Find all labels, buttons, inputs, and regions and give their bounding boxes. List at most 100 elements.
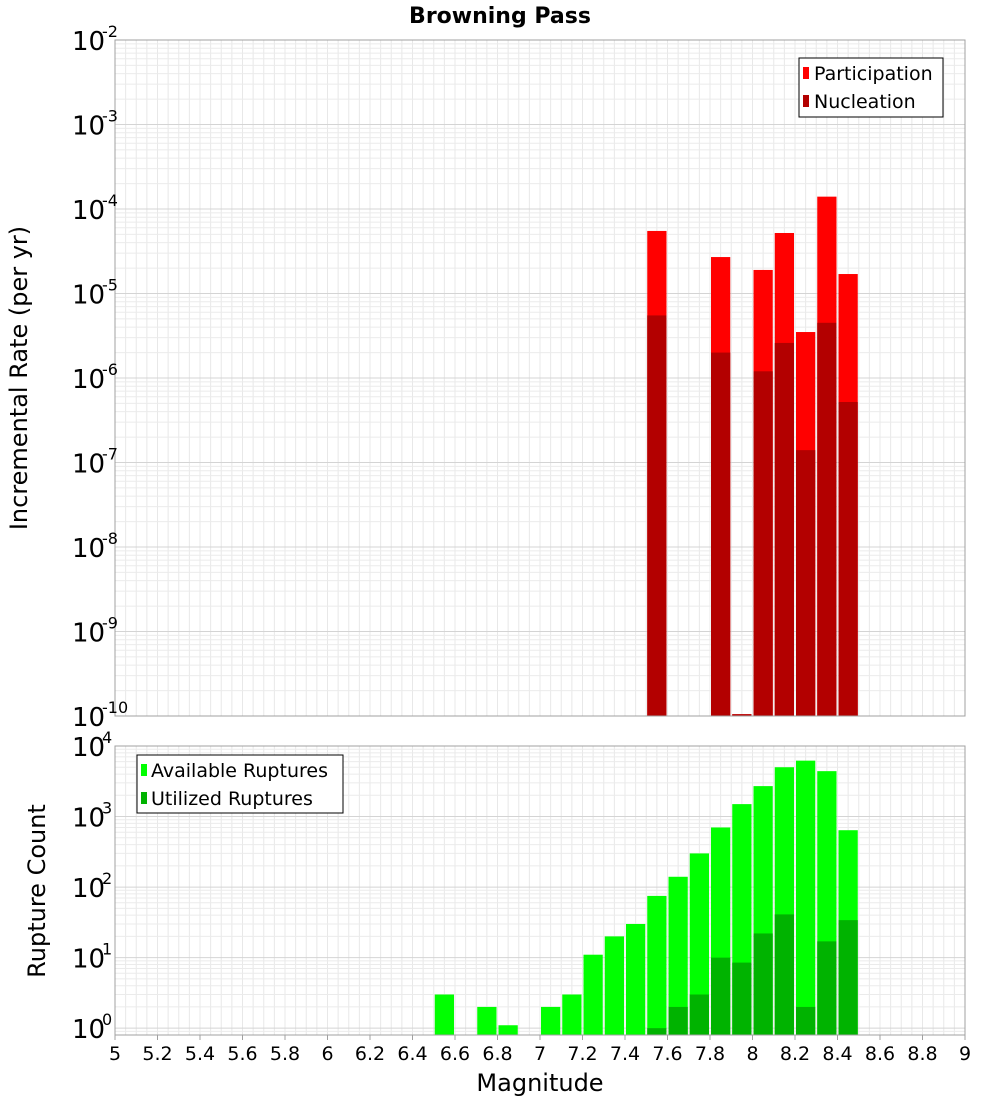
rate-legend: Participation Nucleation xyxy=(798,57,944,118)
rate-y-tick: 10-10 xyxy=(72,698,128,733)
rate-y-tick-exponent: -7 xyxy=(102,445,118,464)
x-tick-label: 7.4 xyxy=(610,1043,640,1065)
participation-legend-label: Participation xyxy=(814,63,933,85)
x-ticks: 5 5.2 5.4 5.6 5.8 6 6.2 6.4 6.6 6.8 7 7.2 7.4 7.6 7.8 8… xyxy=(109,1035,971,1065)
count-y-tick: 102 xyxy=(72,869,112,904)
nucleation-bar xyxy=(753,371,773,716)
x-tick-label: 5.4 xyxy=(185,1043,215,1065)
rate-y-tick: 10-8 xyxy=(72,529,118,564)
available-ruptures-bar xyxy=(434,994,454,1035)
available-ruptures-bar xyxy=(796,760,816,1035)
available-ruptures-legend-label: Available Ruptures xyxy=(151,760,328,782)
x-tick-label: 8.8 xyxy=(907,1043,937,1065)
count-y-tick-exponent: 0 xyxy=(102,1010,112,1029)
utilized-ruptures-bar xyxy=(774,914,794,1035)
rate-y-tick-base: 10 xyxy=(72,112,105,142)
rate-y-tick-base: 10 xyxy=(72,281,105,311)
x-tick-label: 6.8 xyxy=(482,1043,512,1065)
available-ruptures-bar xyxy=(626,923,646,1035)
count-y-tick-base: 10 xyxy=(72,945,105,975)
rate-y-tick-base: 10 xyxy=(72,365,105,395)
rate-y-tick-exponent: -8 xyxy=(102,529,118,548)
nucleation-bar xyxy=(732,714,752,716)
x-tick-label: 6.2 xyxy=(355,1043,385,1065)
rate-bars xyxy=(647,196,858,717)
x-tick-label: 8.4 xyxy=(822,1043,852,1065)
rate-y-tick: 10-5 xyxy=(72,276,118,311)
x-tick-label: 8.6 xyxy=(865,1043,895,1065)
x-tick-label: 5.6 xyxy=(227,1043,257,1065)
x-tick-label: 8.2 xyxy=(780,1043,810,1065)
rate-y-tick: 10-3 xyxy=(72,107,118,142)
rate-y-tick-base: 10 xyxy=(72,534,105,564)
rate-y-tick-base: 10 xyxy=(72,27,105,57)
rate-y-tick-base: 10 xyxy=(72,619,105,649)
nucleation-bar xyxy=(817,322,837,716)
count-legend: Available Ruptures Utilized Ruptures xyxy=(136,754,344,814)
count-y-tick-base: 10 xyxy=(72,733,105,763)
rate-y-tick-exponent: -4 xyxy=(102,191,118,210)
utilized-ruptures-legend-label: Utilized Ruptures xyxy=(151,788,313,810)
rate-y-tick-exponent: -9 xyxy=(102,614,118,633)
utilized-ruptures-bar xyxy=(838,920,858,1035)
rate-y-tick-exponent: -5 xyxy=(102,276,118,295)
count-legend-box xyxy=(136,754,344,814)
rate-y-tick-base: 10 xyxy=(72,196,105,226)
x-axis-title: Magnitude xyxy=(476,1069,603,1097)
available-ruptures-bar xyxy=(477,1006,497,1035)
count-y-tick-base: 10 xyxy=(72,874,105,904)
rate-y-tick-base: 10 xyxy=(72,450,105,480)
count-y-tick-base: 10 xyxy=(72,1015,105,1045)
available-ruptures-bar xyxy=(647,895,667,1035)
x-tick-label: 5 xyxy=(109,1043,121,1065)
nucleation-legend-label: Nucleation xyxy=(814,91,916,113)
rate-y-tick-exponent: -2 xyxy=(102,22,118,41)
x-tick-label: 7.8 xyxy=(695,1043,725,1065)
nucleation-bar xyxy=(774,342,794,716)
count-y-tick: 104 xyxy=(72,728,112,763)
count-y-tick-exponent: 1 xyxy=(102,940,112,959)
rate-y-axis-title: Incremental Rate (per yr) xyxy=(5,226,33,530)
count-bars xyxy=(434,760,858,1035)
participation-legend-swatch xyxy=(803,67,809,79)
available-ruptures-bar xyxy=(604,936,624,1035)
available-ruptures-bar xyxy=(583,954,603,1035)
utilized-ruptures-bar xyxy=(689,994,709,1035)
utilized-ruptures-legend-swatch xyxy=(141,792,147,804)
rate-legend-box xyxy=(798,57,944,118)
count-y-tick: 101 xyxy=(72,940,112,975)
x-tick-label: 7.2 xyxy=(567,1043,597,1065)
available-ruptures-bar xyxy=(541,1006,561,1035)
utilized-ruptures-bar xyxy=(817,941,837,1035)
available-ruptures-bar xyxy=(498,1025,518,1035)
utilized-ruptures-bar xyxy=(647,1028,667,1035)
rate-y-tick-base: 10 xyxy=(72,703,105,733)
nucleation-bar xyxy=(647,315,667,716)
x-tick-label: 6.4 xyxy=(397,1043,427,1065)
x-tick-label: 9 xyxy=(959,1043,971,1065)
available-ruptures-bar xyxy=(689,853,709,1035)
rate-y-tick: 10-4 xyxy=(72,191,118,226)
chart-title: Browning Pass xyxy=(409,4,591,29)
x-tick-label: 6.6 xyxy=(440,1043,470,1065)
nucleation-bar xyxy=(838,401,858,716)
count-y-tick: 103 xyxy=(72,799,112,834)
rate-y-tick: 10-2 xyxy=(72,22,118,57)
count-y-tick-exponent: 2 xyxy=(102,869,112,888)
rate-y-tick: 10-7 xyxy=(72,445,118,480)
utilized-ruptures-bar xyxy=(732,962,752,1035)
available-ruptures-legend-swatch xyxy=(141,764,147,776)
x-tick-label: 8 xyxy=(746,1043,758,1065)
utilized-ruptures-bar xyxy=(753,933,773,1035)
rate-y-tick-exponent: -10 xyxy=(102,698,128,717)
rate-y-tick-exponent: -6 xyxy=(102,360,118,379)
rate-y-tick: 10-9 xyxy=(72,614,118,649)
count-y-tick-base: 10 xyxy=(72,804,105,834)
rate-y-tick-exponent: -3 xyxy=(102,107,118,126)
x-tick-label: 5.2 xyxy=(142,1043,172,1065)
